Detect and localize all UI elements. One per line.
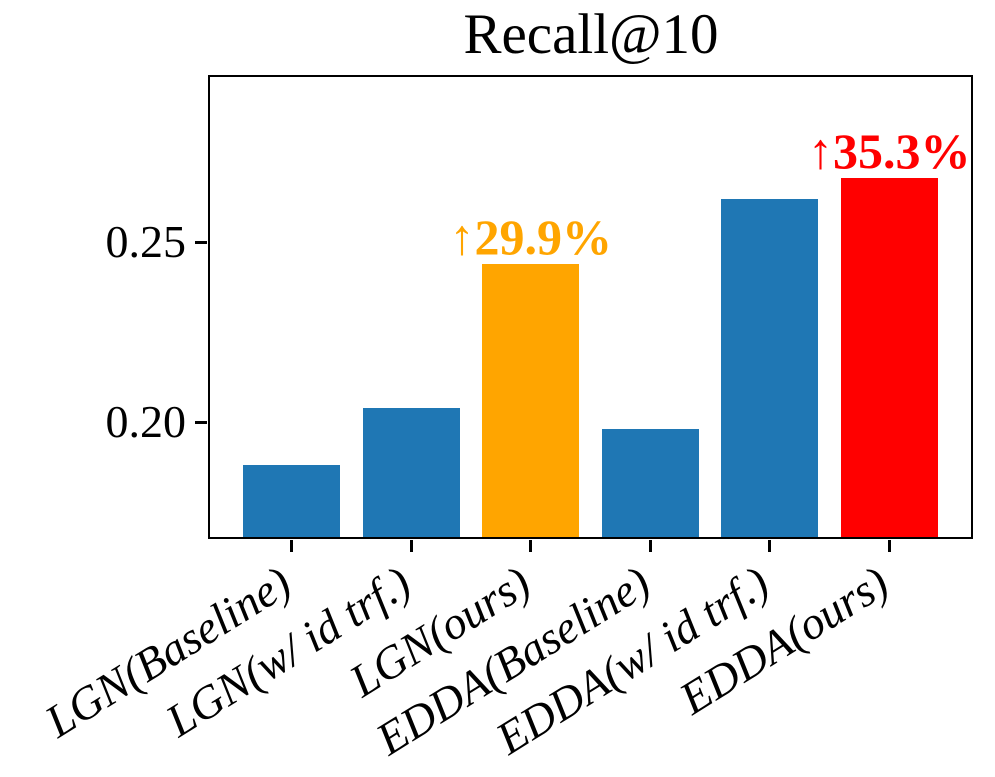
x-axis-tick — [409, 540, 413, 552]
bar-annotation-edda-ours: ↑35.3% — [808, 122, 971, 179]
y-axis-tick — [195, 240, 207, 244]
bar-edda-baseline — [601, 429, 699, 537]
y-tick-label: 0.20 — [105, 396, 187, 447]
bar-edda-w-id-trf — [721, 199, 819, 537]
x-axis-tick — [529, 540, 533, 552]
x-axis-tick — [768, 540, 772, 552]
bar-lgn-ours — [482, 263, 580, 537]
chart-title: Recall@10 — [463, 3, 719, 66]
x-axis-tick — [648, 540, 652, 552]
bar-lgn-baseline — [243, 465, 341, 537]
bar-lgn-w-id-trf — [362, 407, 460, 537]
bar-edda-ours — [840, 177, 938, 537]
plot-area: LGN(Baseline) LGN(w/ id trf.) LGN(ours) EDD… — [36, 75, 973, 765]
x-axis-tick — [887, 540, 891, 552]
y-tick-label: 0.25 — [105, 216, 187, 268]
y-axis-tick — [195, 420, 207, 424]
x-axis-tick — [290, 540, 294, 552]
bar-annotation-lgn-ours: ↑29.9% — [449, 208, 612, 265]
